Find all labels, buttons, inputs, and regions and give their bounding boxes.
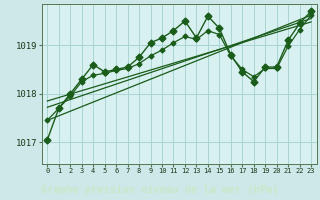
Text: Graphe pression niveau de la mer (hPa): Graphe pression niveau de la mer (hPa)	[41, 185, 279, 195]
